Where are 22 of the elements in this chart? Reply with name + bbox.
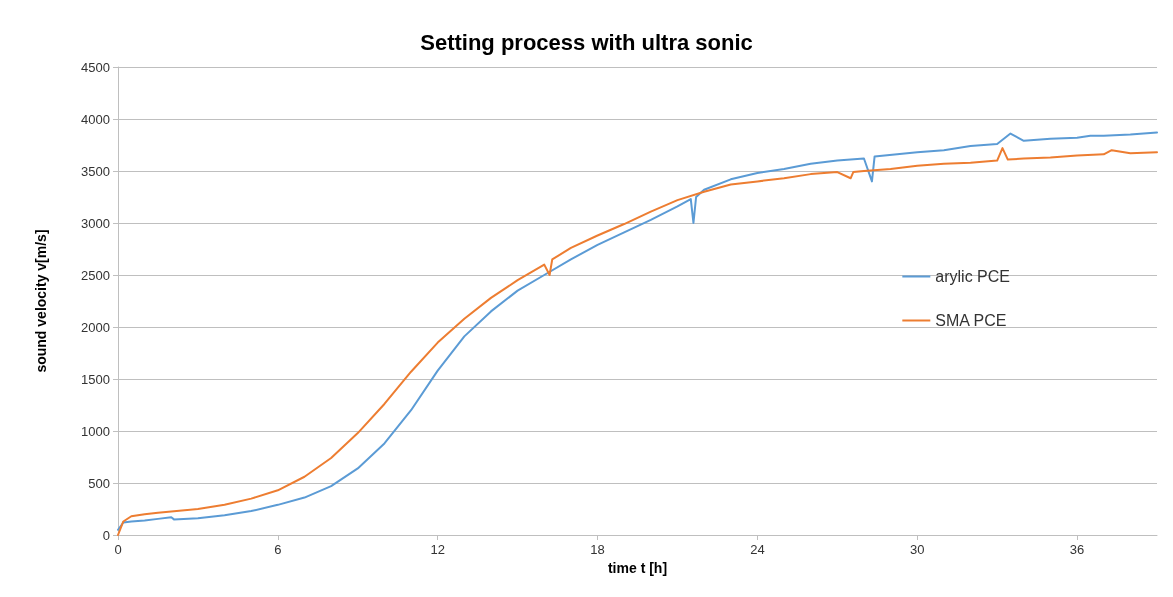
- x-tick-label: 24: [750, 542, 765, 557]
- y-tick-label: 0: [102, 527, 110, 543]
- x-tick-label: 6: [274, 542, 282, 557]
- y-tick-label: 3500: [81, 163, 110, 179]
- y-tick-label: 500: [88, 475, 110, 491]
- x-tick-label: 18: [590, 542, 605, 557]
- x-tick-label: 12: [430, 542, 445, 557]
- y-tick-label: 4000: [81, 111, 110, 127]
- x-tick-label: 36: [1069, 542, 1085, 557]
- y-tick-label: 1000: [81, 423, 110, 439]
- y-tick-label: 1500: [81, 371, 110, 387]
- y-tick-label: 2000: [81, 319, 110, 335]
- legend-label: arylic PCE: [935, 268, 1011, 285]
- x-axis-title: time t [h]: [607, 560, 668, 576]
- x-tick-label: 30: [910, 542, 925, 557]
- y-tick-label: 3000: [81, 215, 110, 231]
- y-tick-label: 4500: [81, 59, 110, 75]
- x-tick-label: 0: [114, 542, 122, 557]
- y-tick-label: 2500: [81, 267, 110, 283]
- legend-label: SMA PCE: [935, 312, 1007, 329]
- y-axis-title: sound velocity v[m/s]: [33, 229, 49, 373]
- chart-title: Setting process with ultra sonic: [420, 29, 753, 55]
